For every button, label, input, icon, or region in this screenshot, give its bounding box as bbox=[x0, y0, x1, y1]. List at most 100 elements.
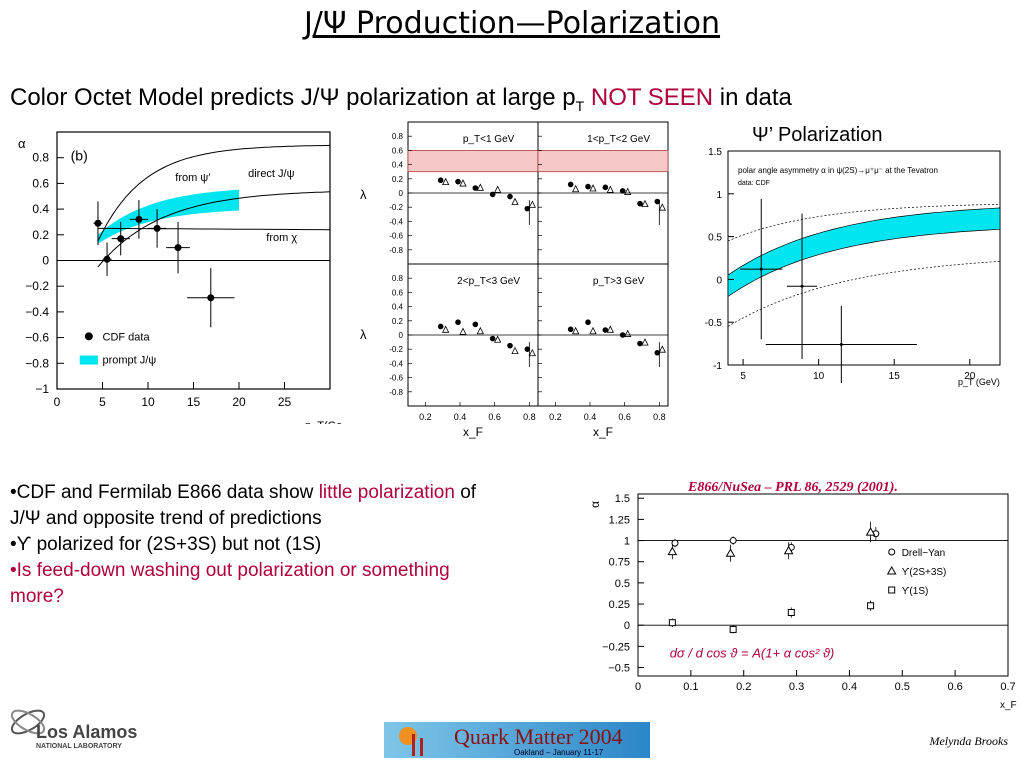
x-tick-label: 20 bbox=[964, 371, 976, 382]
x-tick-label: 5 bbox=[740, 371, 746, 382]
legend-entry: Drell−Yan bbox=[902, 548, 945, 559]
filled-point bbox=[455, 178, 461, 185]
y-tick-label: 0.2 bbox=[32, 228, 49, 242]
x-axis-label: x_F bbox=[1000, 700, 1017, 711]
open-point bbox=[606, 325, 614, 333]
filled-point bbox=[567, 181, 574, 188]
quark-matter-banner: Quark Matter 2004 Oakland – January 11-1… bbox=[384, 722, 650, 758]
y-tick-label: −0.6 bbox=[25, 331, 49, 345]
y-axis-label: α bbox=[588, 501, 602, 508]
upsilon-2s3s-point bbox=[667, 546, 678, 556]
y-tick-label: 0.2 bbox=[392, 175, 404, 184]
x-tick-label: 0.2 bbox=[549, 412, 562, 422]
theory-band bbox=[727, 207, 1001, 298]
legend-entry: ϒ(1S) bbox=[902, 586, 929, 597]
x-tick-label: 0 bbox=[54, 395, 61, 409]
y-axis-label: α bbox=[18, 136, 26, 151]
open-point bbox=[511, 346, 519, 355]
y-tick-label: -1 bbox=[713, 361, 722, 372]
filled-point bbox=[507, 193, 513, 200]
y-tick-label: 0 bbox=[399, 331, 404, 340]
highlight-band bbox=[407, 150, 539, 173]
annotation-1: polar angle asymmetry α in ψ(2S)→μ⁺μ⁻ at… bbox=[738, 166, 938, 175]
x-tick-label: 0.6 bbox=[947, 681, 962, 693]
x-tick-label: 0.6 bbox=[488, 412, 501, 422]
legend-band-text: prompt J/ψ bbox=[103, 354, 157, 366]
open-point bbox=[494, 335, 502, 343]
open-point bbox=[476, 183, 484, 191]
panel-label: p_T>3 GeV bbox=[593, 276, 645, 287]
y-tick-label: −0.2 bbox=[25, 279, 49, 293]
y-tick-label: −1 bbox=[35, 382, 49, 396]
cdf-point bbox=[153, 224, 161, 232]
y-tick-label: -0.5 bbox=[705, 318, 723, 329]
x-tick-label: 0.8 bbox=[523, 412, 536, 422]
y-tick-label: −0.5 bbox=[608, 663, 630, 675]
y-tick-label: 0.8 bbox=[392, 274, 404, 283]
legend-data-marker bbox=[84, 332, 93, 341]
y-tick-label: -0.8 bbox=[389, 388, 403, 397]
x-tick-label: 10 bbox=[813, 371, 825, 382]
filled-point bbox=[524, 346, 531, 352]
x-axis-label-right: x_F bbox=[593, 425, 613, 439]
x-axis-label-left: x_F bbox=[463, 425, 483, 439]
drell-yan-point bbox=[729, 537, 737, 545]
filled-point bbox=[602, 184, 609, 191]
upsilon-1s-point bbox=[787, 609, 795, 617]
cdf-point bbox=[174, 244, 182, 252]
filled-point bbox=[455, 319, 461, 326]
x-tick-label: 0.7 bbox=[1000, 681, 1015, 693]
e866-reference: E866/NuSea – PRL 86, 2529 (2001). bbox=[688, 480, 898, 495]
y-tick-label: 0.2 bbox=[392, 317, 404, 326]
open-point bbox=[459, 179, 467, 187]
author: Melynda Brooks bbox=[929, 734, 1008, 748]
label-direct-jpsi: direct J/ψ bbox=[248, 168, 295, 180]
filled-point bbox=[437, 323, 444, 330]
y-tick-label: 1.5 bbox=[615, 493, 630, 505]
e866-alpha-chart: −0.5 −0.25 0 0.25 0.5 0.75 1 1.25 1.5 0 0.1 0.2 0.3 0… bbox=[588, 493, 1017, 711]
open-point bbox=[459, 327, 467, 335]
open-point bbox=[624, 187, 632, 195]
y-tick-label: -0.2 bbox=[389, 203, 403, 212]
panel-label: 2<p_T<3 GeV bbox=[457, 276, 520, 287]
bullet-1: •CDF and Fermilab E866 data show little … bbox=[10, 482, 477, 529]
legend-marker bbox=[888, 586, 896, 594]
filled-point bbox=[489, 335, 496, 342]
y-tick-label: -0.8 bbox=[389, 246, 403, 255]
lower-bound bbox=[727, 261, 1001, 327]
upsilon-1s-point bbox=[867, 602, 875, 610]
x-tick-label: 0.5 bbox=[895, 681, 910, 693]
plot-frame bbox=[637, 493, 1009, 677]
y-tick-label: 0.25 bbox=[609, 599, 630, 611]
y-tick-label: 1.5 bbox=[708, 147, 722, 158]
legend-marker bbox=[888, 548, 896, 556]
curve-from-chi bbox=[97, 227, 331, 231]
y-tick-label: 0 bbox=[399, 189, 404, 198]
x-tick-label: 0.6 bbox=[618, 412, 631, 422]
y-tick-label: -0.2 bbox=[389, 345, 403, 354]
curve-direct-jpsi bbox=[97, 191, 331, 268]
y-tick-label: -0.4 bbox=[389, 217, 403, 226]
y-tick-label: 0.5 bbox=[708, 233, 722, 244]
cdf-point bbox=[117, 235, 125, 243]
y-tick-label: −0.25 bbox=[602, 641, 630, 653]
label-from-chi: from χ bbox=[266, 232, 297, 244]
panel-label: 1<p_T<2 GeV bbox=[587, 134, 650, 145]
y-tick-label: 0 bbox=[716, 275, 722, 286]
filled-point bbox=[654, 198, 661, 205]
y-tick-label: -0.6 bbox=[389, 374, 403, 383]
filled-point bbox=[637, 340, 643, 347]
subtitle-end: in data bbox=[713, 84, 792, 111]
filled-point bbox=[619, 188, 626, 194]
open-point bbox=[528, 200, 536, 208]
x-tick-label: 0.2 bbox=[736, 681, 751, 693]
filled-point bbox=[507, 342, 513, 349]
open-point bbox=[624, 329, 632, 337]
bullet-3: •Is feed-down washing out polarization o… bbox=[10, 560, 450, 607]
x-tick-label: 0.8 bbox=[653, 412, 666, 422]
x-tick-label: 0 bbox=[635, 681, 641, 693]
y-tick-label: 0.6 bbox=[392, 288, 404, 297]
filled-point bbox=[489, 191, 496, 198]
y-axis-label-bottom: λ bbox=[360, 327, 367, 342]
logo-main-text: Los Alamos bbox=[36, 722, 137, 742]
